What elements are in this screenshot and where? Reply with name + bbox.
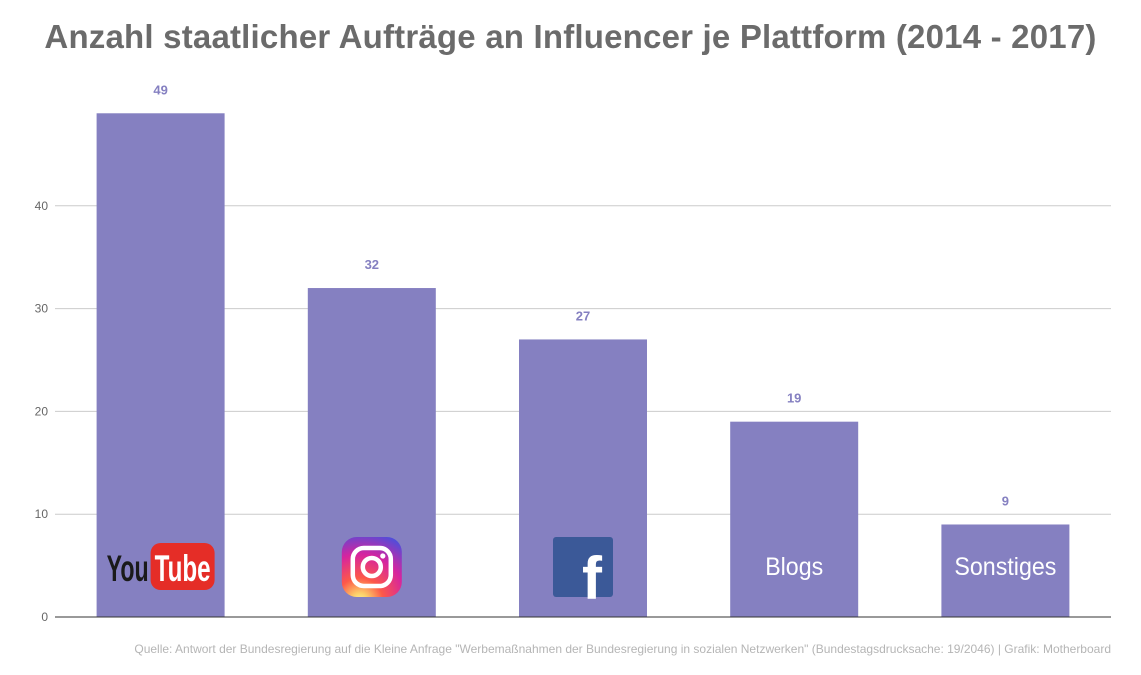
instagram-icon: [341, 537, 402, 597]
bars: [96, 113, 1070, 617]
youtube-tube-text: Tube: [155, 548, 211, 589]
youtube-you-text: You: [107, 548, 149, 589]
value-label: 9: [1002, 493, 1009, 508]
bar: [730, 421, 859, 617]
facebook-bg: [553, 537, 613, 597]
category-label: Sonstiges: [954, 553, 1056, 581]
y-tick-label: 0: [41, 610, 48, 624]
value-label: 49: [153, 82, 167, 97]
y-tick-label: 30: [35, 302, 49, 316]
bar-chart: 0 10 20 30 40 49 32 27 19 9 You Tube f Blogs Sonstig…: [35, 82, 1111, 624]
instagram-frame: [350, 545, 394, 589]
source-note: Quelle: Antwort der Bundesregierung auf …: [134, 642, 1111, 656]
value-label: 19: [787, 391, 801, 406]
value-labels: 49 32 27 19 9: [153, 82, 1009, 508]
chart-title: Anzahl staatlicher Aufträge an Influence…: [44, 18, 1097, 55]
y-tick-label: 10: [35, 507, 49, 521]
facebook-f: f: [582, 545, 603, 612]
instagram-dot: [380, 553, 386, 559]
y-tick-label: 40: [35, 199, 49, 213]
facebook-icon: f: [553, 537, 613, 612]
youtube-icon: You Tube: [107, 543, 215, 590]
value-label: 32: [365, 257, 379, 272]
category-labels: You Tube f Blogs Sonstiges: [107, 537, 1056, 612]
y-axis-ticks: 0 10 20 30 40: [35, 199, 49, 624]
value-label: 27: [576, 308, 590, 323]
y-tick-label: 20: [35, 404, 49, 418]
bar: [96, 113, 225, 617]
bar: [941, 524, 1070, 617]
category-label: Blogs: [765, 553, 823, 581]
instagram-lens: [360, 555, 384, 579]
youtube-red-box: [150, 543, 215, 590]
